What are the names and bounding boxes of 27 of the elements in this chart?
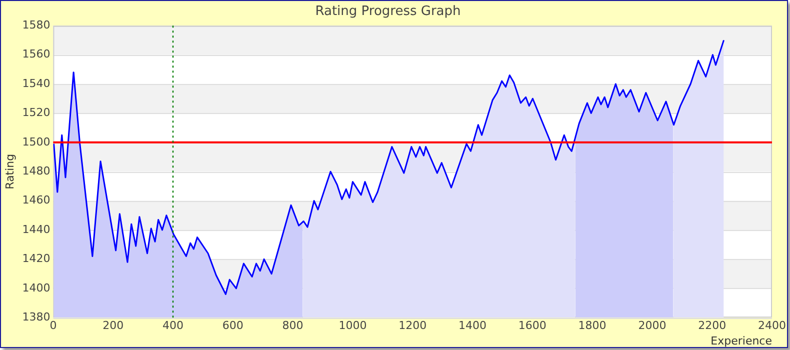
y-tick-label: 1400 [22,281,50,294]
y-tick-label: 1380 [22,310,50,324]
y-tick-label: 1540 [22,76,50,90]
y-tick-label: 1580 [22,18,50,32]
x-tick-label: 1000 [338,319,367,332]
y-tick-label: 1560 [22,48,50,61]
x-tick-label: 1800 [578,319,606,332]
x-tick-label: 400 [162,319,184,332]
x-tick-label: 2000 [638,319,666,332]
x-tick-label: 1400 [458,319,486,332]
y-tick-label: 1420 [22,252,50,266]
x-axis-title: Experience [710,334,772,348]
x-tick-label: 1200 [398,319,427,332]
x-tick-label: 800 [282,319,304,332]
chart-title: Rating Progress Graph [315,4,461,20]
y-tick-label: 1500 [22,135,50,148]
y-tick-label: 1440 [22,222,50,236]
x-tick-label: 0 [50,319,57,332]
y-axis-title: Rating [3,154,16,190]
y-tick-label: 1520 [22,106,50,120]
x-tick-label: 2200 [698,319,726,332]
y-tick-label: 1480 [22,164,50,178]
x-tick-label: 200 [102,319,124,332]
y-tick-label: 1460 [22,194,50,207]
x-tick-label: 2400 [758,319,786,332]
x-tick-label: 600 [222,319,244,332]
x-tick-label: 1600 [518,319,546,332]
